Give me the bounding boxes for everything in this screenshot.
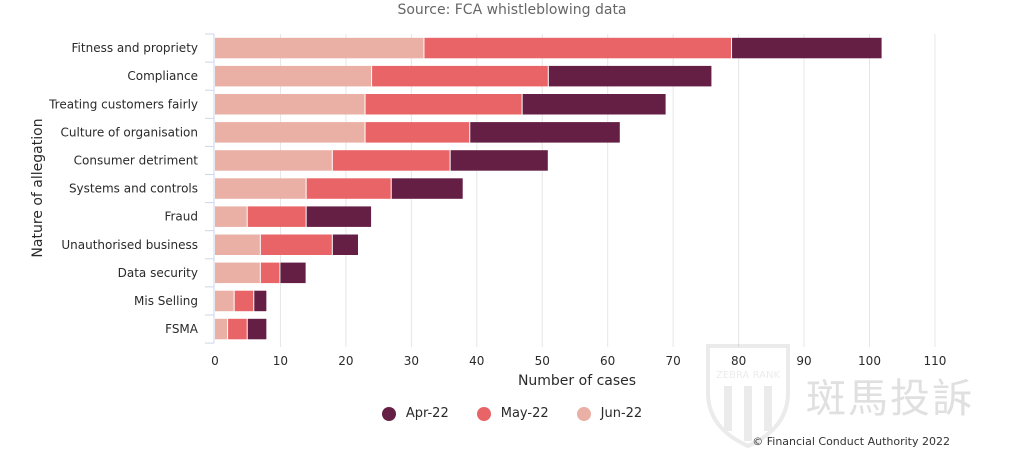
- bar-segment-jun-22[interactable]: [215, 290, 234, 312]
- x-axis-title: Number of cases: [518, 373, 636, 389]
- x-tick-label: 10: [273, 354, 288, 368]
- category-label: Systems and controls: [69, 182, 198, 196]
- bar-segment-jun-22[interactable]: [215, 178, 306, 199]
- category-label: Treating customers fairly: [48, 97, 198, 111]
- bar-segment-apr-22[interactable]: [522, 94, 666, 115]
- bar-segment-apr-22[interactable]: [391, 178, 463, 199]
- x-tick-labels: 0 10 20 30 40 50 60 70 80 90 100 110: [211, 354, 946, 368]
- x-tick-label: 30: [404, 354, 419, 368]
- bar-segment-apr-22[interactable]: [450, 150, 548, 171]
- legend-label: Jun-22: [600, 406, 643, 421]
- x-tick-label: 90: [796, 354, 811, 368]
- bar-segment-apr-22[interactable]: [548, 65, 712, 87]
- y-axis-title: Nature of allegation: [30, 118, 46, 257]
- legend-item-jun[interactable]: Jun-22: [576, 406, 643, 421]
- category-label: Fraud: [164, 210, 198, 224]
- x-tick-label: 40: [469, 354, 484, 368]
- gridlines: [205, 33, 936, 348]
- bar-segment-jun-22[interactable]: [215, 37, 424, 59]
- category-label: Compliance: [127, 69, 198, 83]
- bar-segment-apr-22[interactable]: [470, 122, 620, 143]
- legend: Apr-22 May-22 Jun-22: [0, 406, 1024, 421]
- bar-segment-apr-22[interactable]: [306, 206, 372, 227]
- bar-segment-jun-22[interactable]: [215, 65, 372, 87]
- bar-segment-may-22[interactable]: [234, 290, 254, 312]
- bar-segment-apr-22[interactable]: [247, 318, 267, 340]
- bar-segment-jun-22[interactable]: [215, 206, 247, 227]
- bar-segment-may-22[interactable]: [306, 178, 391, 199]
- x-tick-label: 80: [731, 354, 746, 368]
- bar-segment-may-22[interactable]: [228, 318, 247, 340]
- x-tick-label: 0: [211, 354, 219, 368]
- bar-segment-jun-22[interactable]: [215, 150, 332, 171]
- stacked-bar-chart: Fitness and propriety Compliance Treating …: [30, 33, 946, 389]
- x-tick-label: 50: [535, 354, 550, 368]
- bar-segment-jun-22[interactable]: [215, 262, 260, 284]
- bar-segment-may-22[interactable]: [424, 37, 732, 59]
- x-tick-label: 70: [666, 354, 681, 368]
- bar-segment-apr-22[interactable]: [254, 290, 267, 312]
- legend-label: May-22: [500, 406, 549, 421]
- legend-dot-icon: [381, 406, 396, 421]
- bar-segment-may-22[interactable]: [372, 65, 548, 87]
- legend-item-apr[interactable]: Apr-22: [381, 406, 449, 421]
- category-label: Fitness and propriety: [72, 41, 198, 55]
- bar-segment-apr-22[interactable]: [280, 262, 306, 284]
- bar-segment-may-22[interactable]: [260, 262, 280, 284]
- bar-segment-jun-22[interactable]: [215, 122, 365, 143]
- category-label: Culture of organisation: [61, 125, 198, 139]
- copyright-credit: © Financial Conduct Authority 2022: [752, 435, 950, 448]
- bar-segment-jun-22[interactable]: [215, 234, 260, 256]
- bar-segment-jun-22[interactable]: [215, 318, 228, 340]
- bar-segment-apr-22[interactable]: [732, 37, 882, 59]
- category-label: FSMA: [165, 322, 199, 336]
- category-label: Mis Selling: [134, 294, 198, 308]
- legend-dot-icon: [476, 406, 491, 421]
- watermark-text: 斑馬投訴: [806, 376, 974, 422]
- bar-segment-jun-22[interactable]: [215, 94, 365, 115]
- x-tick-label: 110: [923, 354, 946, 368]
- x-tick-label: 20: [338, 354, 353, 368]
- bars: [215, 37, 882, 340]
- legend-dot-icon: [576, 406, 591, 421]
- category-label: Consumer detriment: [74, 153, 199, 167]
- bar-segment-may-22[interactable]: [365, 94, 522, 115]
- bar-segment-apr-22[interactable]: [332, 234, 358, 256]
- chart-subtitle: Source: FCA whistleblowing data: [397, 2, 627, 18]
- bar-segment-may-22[interactable]: [260, 234, 332, 256]
- bar-segment-may-22[interactable]: [332, 150, 450, 171]
- category-labels: Fitness and propriety Compliance Treating …: [48, 41, 199, 336]
- legend-label: Apr-22: [405, 406, 449, 421]
- legend-item-may[interactable]: May-22: [476, 406, 549, 421]
- category-label: Unauthorised business: [61, 238, 198, 252]
- x-tick-label: 100: [858, 354, 881, 368]
- x-tick-label: 60: [600, 354, 615, 368]
- bar-segment-may-22[interactable]: [365, 122, 470, 143]
- category-label: Data security: [118, 266, 198, 280]
- bar-segment-may-22[interactable]: [247, 206, 306, 227]
